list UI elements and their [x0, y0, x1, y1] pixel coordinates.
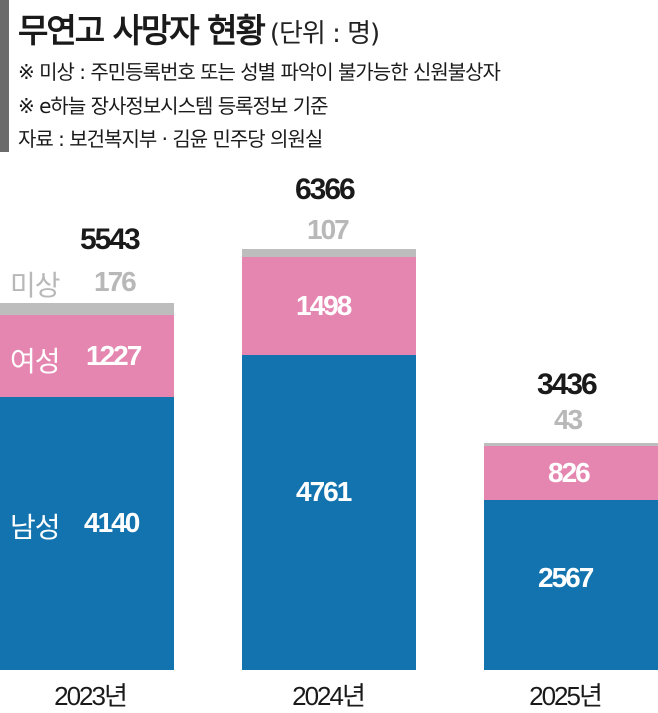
- accent-bar: [0, 0, 9, 152]
- segment-unknown: [484, 443, 658, 446]
- bar-2025: [484, 443, 658, 670]
- segment-male: [484, 500, 658, 670]
- value-unknown-2023: 176: [94, 266, 137, 297]
- unit-label: (단위 : 명): [269, 19, 380, 49]
- segment-female: [242, 257, 416, 355]
- value-male-2025: 2567: [538, 562, 594, 593]
- bar-2024: [242, 249, 416, 670]
- value-male-2023: 4140: [84, 507, 140, 538]
- value-unknown-2025: 43: [554, 404, 583, 435]
- value-unknown-2024: 107: [307, 214, 350, 245]
- chart-title: 무연고 사망자 현황 (단위 : 명): [18, 4, 380, 52]
- year-label-2024: 2024년: [292, 681, 366, 711]
- segment-male: [0, 397, 174, 670]
- note-unknown-definition: ※ 미상 : 주민등록번호 또는 성별 파악이 불가능한 신원불상자: [18, 60, 501, 84]
- segment-male: [242, 355, 416, 670]
- note-data-basis: ※ e하늘 장사정보시스템 등록정보 기준: [18, 94, 328, 118]
- value-male-2024: 4761: [296, 476, 352, 507]
- title-text: 무연고 사망자 현황: [18, 11, 266, 50]
- bar-2023: [0, 303, 174, 670]
- total-2023: 5543: [80, 223, 141, 256]
- segment-female: [484, 446, 658, 500]
- segment-unknown: [0, 303, 174, 315]
- value-female-2023: 1227: [86, 340, 142, 371]
- year-label-2025: 2025년: [529, 681, 603, 711]
- label-male: 남성: [10, 511, 61, 544]
- label-female: 여성: [10, 345, 61, 378]
- total-2024: 6366: [295, 173, 356, 206]
- label-unknown: 미상: [10, 269, 61, 302]
- note-source: 자료 : 보건복지부 · 김윤 민주당 의원실: [18, 127, 323, 151]
- value-female-2024: 1498: [296, 290, 352, 321]
- segment-unknown: [242, 249, 416, 257]
- value-female-2025: 826: [548, 457, 591, 488]
- year-label-2023: 2023년: [54, 681, 128, 711]
- segment-female: [0, 315, 174, 397]
- total-2025: 3436: [537, 368, 598, 401]
